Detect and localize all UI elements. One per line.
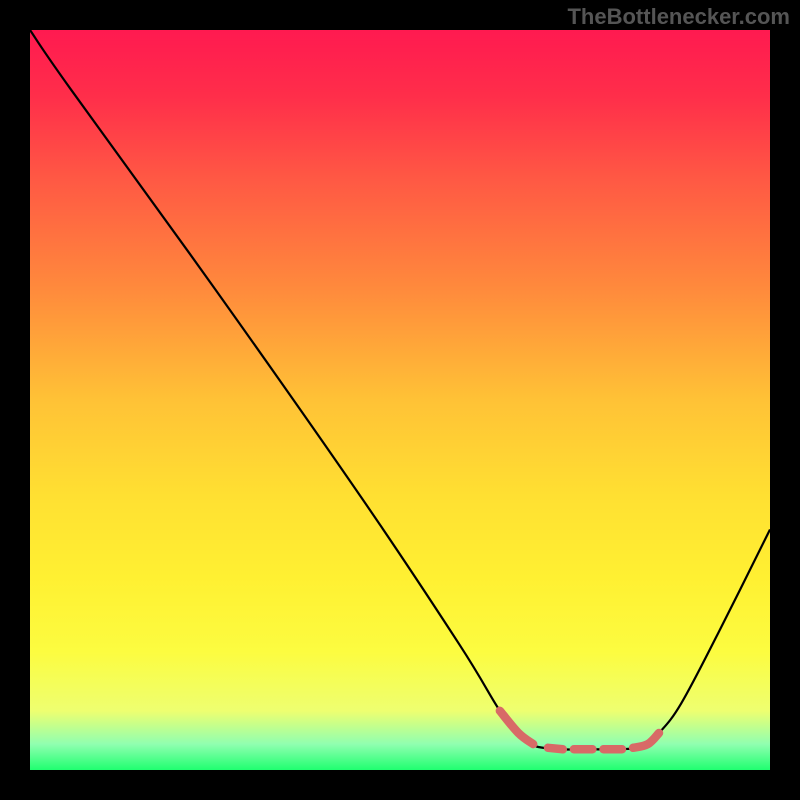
gradient-background xyxy=(30,30,770,770)
watermark-text: TheBottlenecker.com xyxy=(567,4,790,30)
plot-area xyxy=(30,30,770,770)
chart-svg xyxy=(30,30,770,770)
chart-container: TheBottlenecker.com xyxy=(0,0,800,800)
valley-highlight-segment xyxy=(548,748,563,749)
